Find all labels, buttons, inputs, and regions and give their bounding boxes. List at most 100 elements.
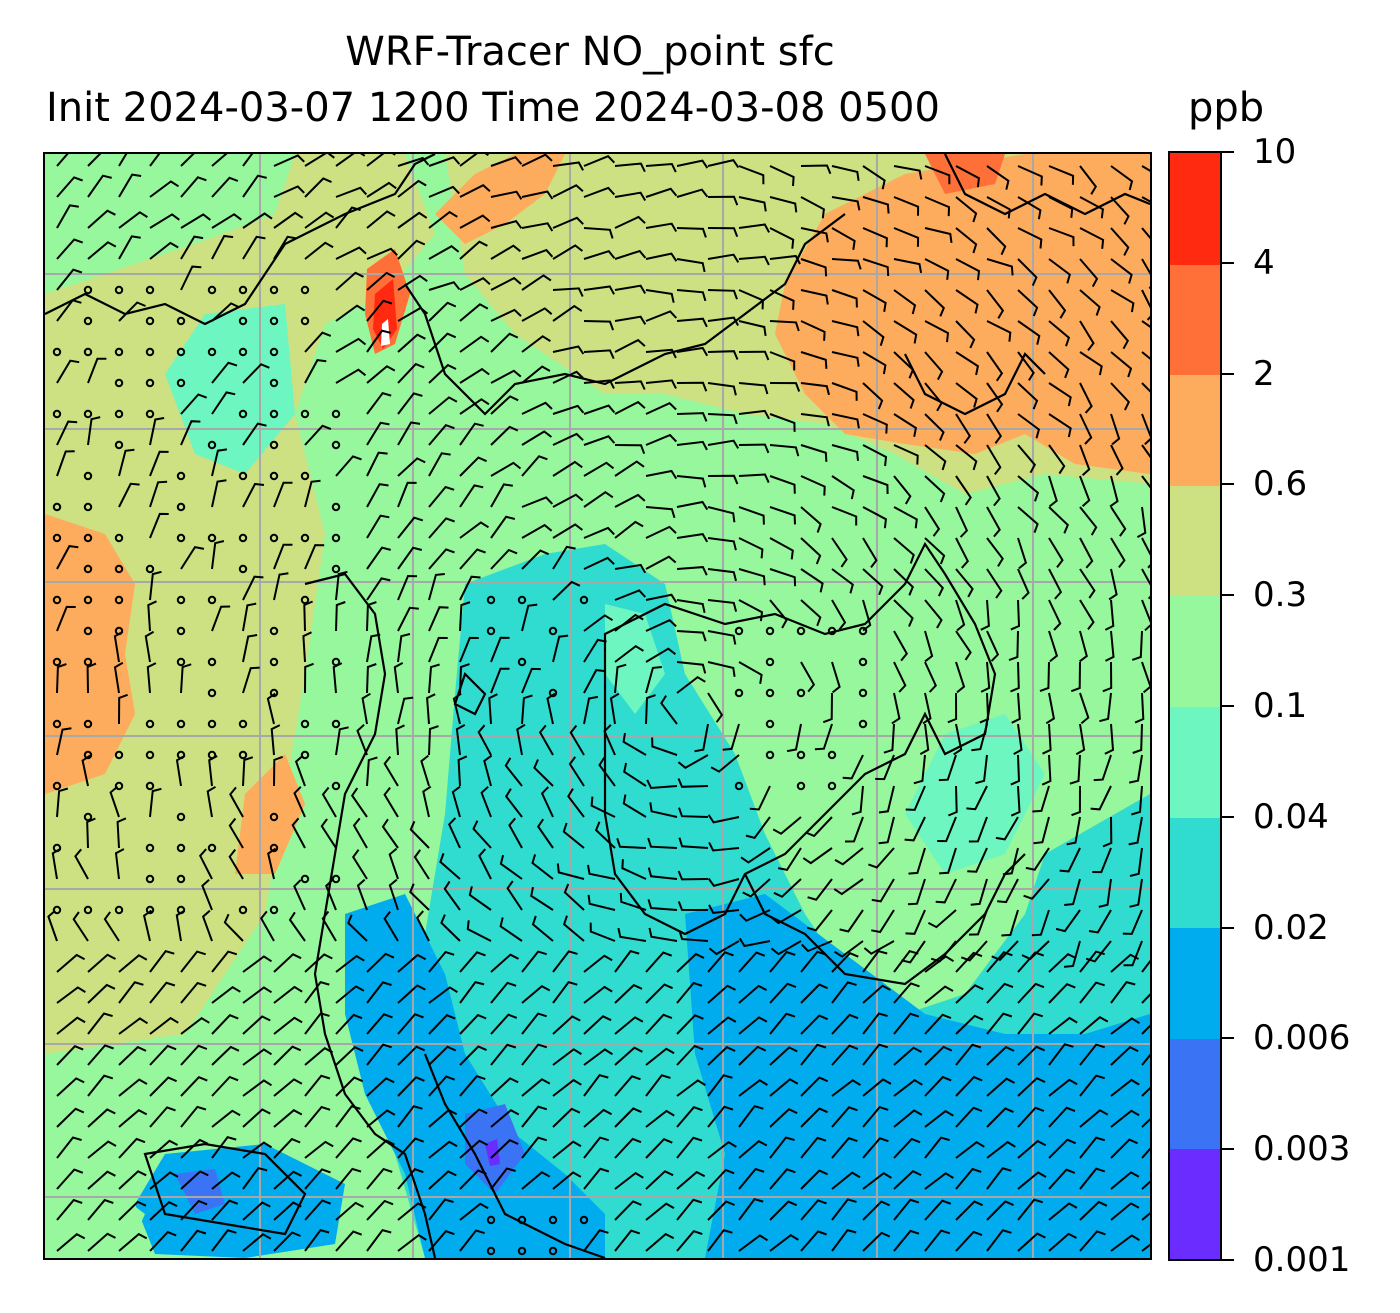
calm-wind-marker bbox=[114, 378, 124, 388]
calm-wind-marker bbox=[269, 409, 279, 419]
calm-wind-marker bbox=[176, 347, 186, 357]
wind-barb bbox=[521, 603, 538, 632]
wind-barb bbox=[273, 185, 305, 198]
wind-barb bbox=[459, 276, 491, 291]
wind-barb bbox=[1141, 382, 1150, 393]
calm-wind-marker bbox=[858, 626, 868, 636]
wind-barb bbox=[552, 345, 585, 355]
colorbar-tick bbox=[1222, 261, 1234, 264]
colorbar-segment bbox=[1170, 595, 1220, 707]
wind-barb bbox=[862, 506, 887, 529]
wind-barb bbox=[409, 820, 430, 849]
wind-barb bbox=[769, 382, 801, 392]
wind-barb bbox=[459, 1169, 487, 1190]
wind-barb bbox=[862, 444, 888, 467]
wind-barb bbox=[347, 914, 368, 942]
wind-barb bbox=[516, 723, 526, 756]
calm-wind-marker bbox=[548, 1215, 558, 1225]
wind-barb bbox=[893, 1046, 922, 1066]
wind-barb bbox=[1048, 630, 1059, 663]
wind-barb bbox=[893, 506, 918, 529]
wind-barb bbox=[366, 392, 392, 415]
wind-barb bbox=[645, 252, 678, 262]
wind-barb bbox=[459, 663, 470, 694]
calm-wind-marker bbox=[145, 564, 155, 574]
wind-barb bbox=[955, 444, 978, 471]
wind-barb bbox=[242, 955, 273, 973]
wind-barb bbox=[304, 241, 334, 260]
wind-barb bbox=[304, 331, 332, 353]
wind-barb bbox=[428, 1170, 457, 1190]
calm-wind-marker bbox=[269, 533, 279, 543]
calm-wind-marker bbox=[331, 564, 341, 574]
wind-barb bbox=[87, 357, 107, 384]
calm-wind-marker bbox=[52, 781, 62, 791]
colorbar-tick bbox=[1222, 372, 1234, 375]
colorbar-tick-label: 0.04 bbox=[1253, 796, 1329, 837]
wind-barb bbox=[291, 817, 306, 849]
wind-barb bbox=[676, 981, 703, 1004]
wind-barb bbox=[335, 1201, 364, 1221]
wind-barb bbox=[397, 546, 423, 570]
calm-wind-marker bbox=[114, 905, 124, 915]
wind-barb bbox=[769, 1108, 798, 1128]
wind-barb bbox=[1079, 351, 1103, 376]
calm-wind-marker bbox=[548, 1246, 558, 1256]
wind-barb bbox=[1048, 1202, 1078, 1221]
wind-barb bbox=[1048, 289, 1067, 319]
wind-barb bbox=[1099, 692, 1112, 723]
coastline bbox=[45, 154, 436, 326]
wind-barb bbox=[51, 847, 62, 880]
wind-barb bbox=[980, 599, 990, 631]
wind-barb bbox=[676, 1014, 704, 1035]
wind-barb bbox=[583, 1015, 612, 1035]
calm-wind-marker bbox=[765, 688, 775, 698]
wind-barb bbox=[800, 351, 828, 369]
wind-barb bbox=[552, 244, 584, 260]
wind-barb bbox=[483, 754, 493, 787]
wind-barb bbox=[552, 1171, 582, 1190]
wind-barb bbox=[490, 1043, 517, 1066]
wind-barb bbox=[180, 545, 205, 570]
wind-barb bbox=[583, 1074, 609, 1097]
wind-barb bbox=[738, 255, 770, 266]
wind-barb bbox=[800, 227, 829, 243]
wind-barb bbox=[645, 310, 678, 322]
wind-barb bbox=[769, 320, 800, 332]
wind-barb bbox=[114, 848, 125, 880]
wind-barb bbox=[273, 1170, 302, 1190]
calm-wind-marker bbox=[827, 781, 837, 791]
wind-barb bbox=[180, 981, 207, 1004]
wind-barb bbox=[1017, 475, 1040, 502]
wind-barb bbox=[459, 214, 491, 229]
wind-barb bbox=[924, 955, 955, 973]
wind-barb bbox=[862, 1200, 891, 1221]
wind-barb bbox=[986, 413, 1003, 444]
wind-barb bbox=[913, 754, 926, 785]
wind-barb bbox=[648, 927, 678, 942]
wind-barb bbox=[806, 909, 833, 932]
wind-barb bbox=[769, 1012, 796, 1035]
colorbar-tick bbox=[1222, 1259, 1234, 1261]
colorbar-tick-label: 4 bbox=[1253, 242, 1275, 283]
wind-barb bbox=[707, 227, 739, 238]
wind-barb bbox=[1017, 1232, 1046, 1252]
calm-wind-marker bbox=[548, 688, 558, 698]
wind-barb bbox=[87, 1012, 113, 1035]
wind-barb bbox=[645, 1202, 675, 1221]
wind-barb bbox=[397, 1105, 423, 1128]
calm-wind-marker bbox=[765, 626, 775, 636]
wind-barb bbox=[459, 303, 489, 322]
calm-wind-marker bbox=[207, 533, 217, 543]
calm-wind-marker bbox=[176, 502, 186, 512]
wind-barb bbox=[800, 1043, 827, 1066]
wind-barb bbox=[87, 1044, 114, 1066]
wind-barb bbox=[986, 196, 1011, 219]
calm-wind-marker bbox=[331, 440, 341, 450]
wind-barb bbox=[955, 506, 969, 538]
wind-barb bbox=[490, 332, 519, 353]
wind-barb bbox=[508, 817, 523, 849]
calm-wind-marker bbox=[114, 750, 124, 760]
wind-barb bbox=[366, 1167, 393, 1190]
wind-barb bbox=[862, 351, 887, 375]
